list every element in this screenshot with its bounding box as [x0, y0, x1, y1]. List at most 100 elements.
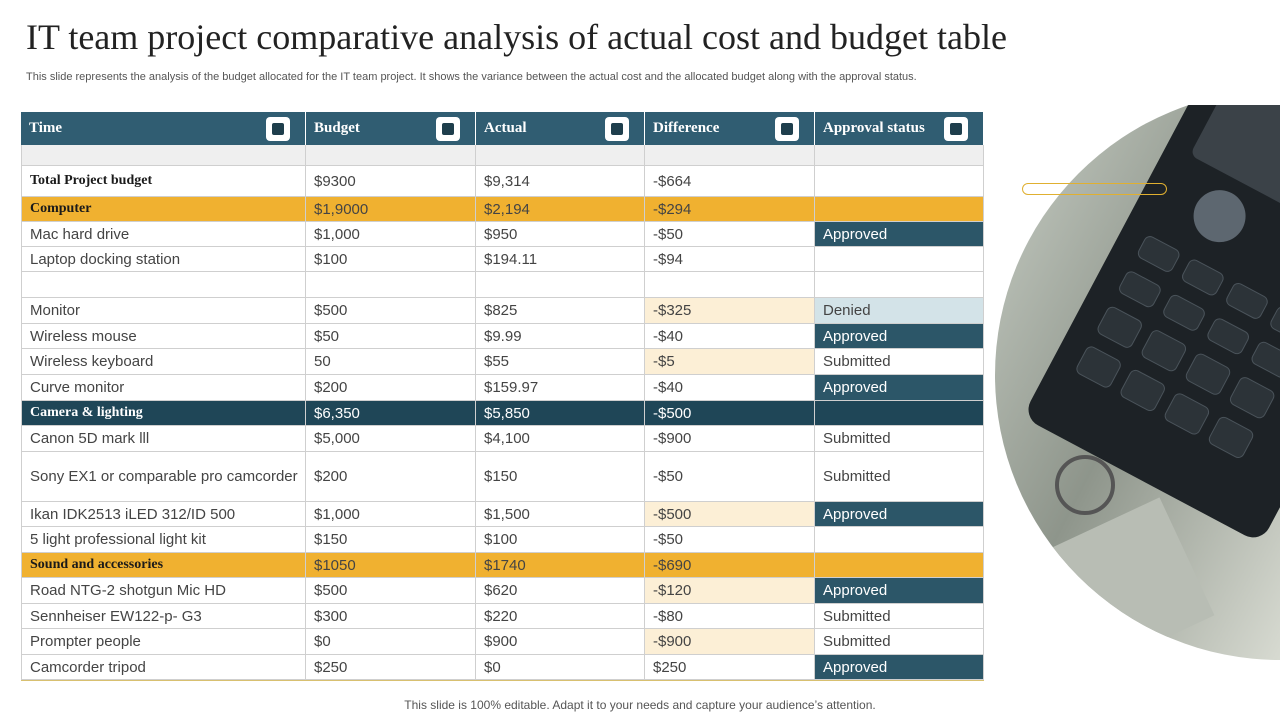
cell: -$500 [645, 401, 815, 426]
cell: $100 [306, 247, 476, 272]
cell: Laptop docking station [21, 247, 306, 272]
cell: Wireless keyboard [21, 349, 306, 375]
cell: Road NTG-2 shotgun Mic HD [21, 578, 306, 604]
column-header: Approval status [815, 112, 984, 145]
cell: Approved [815, 655, 984, 680]
cell: $500 [306, 578, 476, 604]
cell [306, 145, 476, 166]
cell: $9300 [306, 166, 476, 197]
cell [815, 247, 984, 272]
cell: -$325 [645, 298, 815, 324]
header-icon [436, 117, 460, 141]
header-icon [944, 117, 968, 141]
cell: $250 [306, 655, 476, 680]
cell: $4,100 [476, 426, 645, 452]
cell: $194.11 [476, 247, 645, 272]
cell: 5 light professional light kit [21, 527, 306, 553]
cell: Computer [21, 197, 306, 222]
cell: $220 [476, 604, 645, 629]
cell: Canon 5D mark lll [21, 426, 306, 452]
cell: Prompter people [21, 629, 306, 655]
cell [645, 272, 815, 298]
cell [476, 272, 645, 298]
cell: Approved [815, 324, 984, 349]
cell [815, 527, 984, 553]
title: IT team project comparative analysis of … [26, 17, 1007, 57]
cell: $1,9000 [306, 197, 476, 222]
cell: $2,194 [476, 197, 645, 222]
cell: -$94 [645, 247, 815, 272]
cell: $250 [645, 655, 815, 680]
cell: Approved [815, 578, 984, 604]
cell: -$5 [645, 349, 815, 375]
cell: $620 [476, 578, 645, 604]
cell: $100 [476, 527, 645, 553]
cell: $50 [306, 324, 476, 349]
cell: Submitted [815, 349, 984, 375]
photo [995, 105, 1280, 660]
cell: $159.97 [476, 375, 645, 401]
cell: Approved [815, 502, 984, 527]
cell: $500 [306, 298, 476, 324]
cell: Sony EX1 or comparable pro camcorder [21, 452, 306, 502]
cell: $1740 [476, 553, 645, 578]
cell: Submitted [815, 629, 984, 655]
cell: $825 [476, 298, 645, 324]
cell [815, 553, 984, 578]
cell: $0 [306, 629, 476, 655]
cell: -$40 [645, 375, 815, 401]
cell: Sennheiser EW122-p- G3 [21, 604, 306, 629]
cell: Camcorder tripod [21, 655, 306, 680]
cell: $1,000 [306, 222, 476, 247]
cell: 50 [306, 349, 476, 375]
cell: -$80 [645, 604, 815, 629]
cell: -$120 [645, 578, 815, 604]
cell: $200 [306, 452, 476, 502]
cell: $150 [306, 527, 476, 553]
cell: $5,850 [476, 401, 645, 426]
cell: Monitor [21, 298, 306, 324]
cell [21, 272, 306, 298]
cell: Submitted [815, 604, 984, 629]
column-header: Time [21, 112, 306, 145]
cell: Curve monitor [21, 375, 306, 401]
cell: -$664 [645, 166, 815, 197]
cell [815, 272, 984, 298]
cell: -$500 [645, 502, 815, 527]
cell: $9.99 [476, 324, 645, 349]
cell: Wireless mouse [21, 324, 306, 349]
cell: Ikan IDK2513 iLED 312/ID 500 [21, 502, 306, 527]
cell: $950 [476, 222, 645, 247]
subtitle: This slide represents the analysis of th… [26, 71, 917, 83]
cell: -$50 [645, 222, 815, 247]
cell [815, 401, 984, 426]
cell: -$294 [645, 197, 815, 222]
cell: -$690 [645, 553, 815, 578]
footer: This slide is 100% editable. Adapt it to… [404, 698, 876, 712]
cell: Mac hard drive [21, 222, 306, 247]
cell [645, 145, 815, 166]
cell: $6,350 [306, 401, 476, 426]
cell: $1,500 [476, 502, 645, 527]
cell: Camera & lighting [21, 401, 306, 426]
cell: $200 [306, 375, 476, 401]
column-header: Actual [476, 112, 645, 145]
cell [306, 272, 476, 298]
cell: $1,000 [306, 502, 476, 527]
cell: -$900 [645, 629, 815, 655]
header-icon [266, 117, 290, 141]
cell: Approved [815, 375, 984, 401]
cell [21, 145, 306, 166]
header-icon [775, 117, 799, 141]
cell [815, 145, 984, 166]
cell: Submitted [815, 452, 984, 502]
cell: $150 [476, 452, 645, 502]
cell: $900 [476, 629, 645, 655]
cell: $1050 [306, 553, 476, 578]
column-header: Budget [306, 112, 476, 145]
cell: $9,314 [476, 166, 645, 197]
cell: $300 [306, 604, 476, 629]
cell [476, 145, 645, 166]
cell: -$900 [645, 426, 815, 452]
